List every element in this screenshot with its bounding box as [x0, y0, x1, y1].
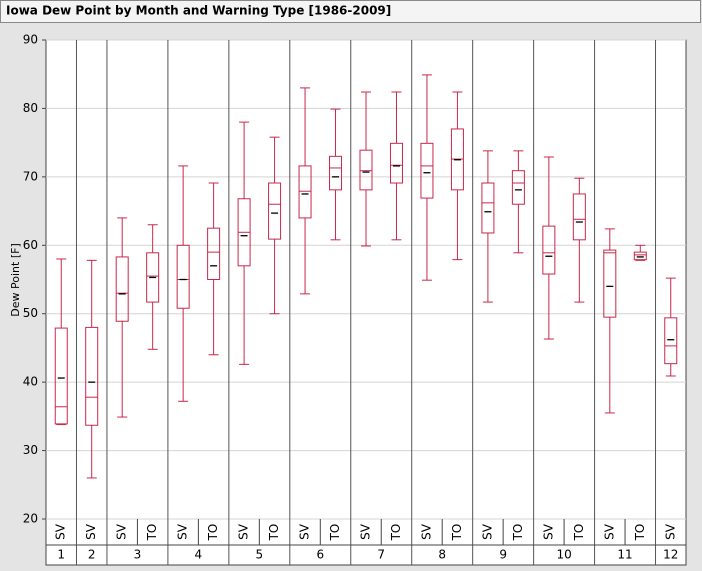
box	[329, 155, 343, 191]
type-label: SV	[602, 523, 616, 540]
month-label: 7	[377, 548, 385, 562]
type-label: TO	[633, 524, 647, 542]
y-tick-label: 80	[23, 101, 38, 115]
type-label: TO	[511, 524, 525, 542]
type-label: TO	[267, 524, 281, 542]
y-tick-label: 70	[23, 169, 38, 183]
chart-title: Iowa Dew Point by Month and Warning Type…	[6, 4, 391, 18]
month-label: 3	[134, 548, 142, 562]
type-label: SV	[359, 523, 373, 540]
type-label: TO	[389, 524, 403, 542]
type-label: SV	[663, 523, 677, 540]
box	[115, 256, 129, 322]
box	[85, 326, 99, 426]
type-label: TO	[572, 524, 586, 542]
box	[207, 227, 221, 281]
y-tick-label: 30	[23, 443, 38, 457]
box	[511, 170, 525, 205]
y-tick-label: 20	[23, 512, 38, 526]
type-label: SV	[419, 523, 433, 540]
type-label: TO	[145, 524, 159, 542]
y-tick-label: 60	[23, 238, 38, 252]
box	[359, 149, 373, 191]
month-label: 1	[57, 548, 65, 562]
month-label: 9	[499, 548, 507, 562]
type-label: SV	[54, 523, 68, 540]
type-label: SV	[176, 523, 190, 540]
y-axis-label: Dew Point [F]	[9, 243, 22, 316]
box	[664, 317, 678, 365]
type-label: TO	[206, 524, 220, 542]
type-label: SV	[541, 523, 555, 540]
month-label: 5	[256, 548, 264, 562]
box	[268, 182, 282, 240]
month-label: 6	[316, 548, 324, 562]
type-label: SV	[84, 523, 98, 540]
box	[603, 249, 617, 318]
box	[633, 251, 647, 261]
type-label: SV	[298, 523, 312, 540]
month-label: 11	[617, 548, 632, 562]
type-label: SV	[237, 523, 251, 540]
box	[54, 327, 68, 425]
y-tick-label: 40	[23, 375, 38, 389]
type-label: SV	[480, 523, 494, 540]
box	[481, 182, 495, 234]
y-tick-label: 90	[23, 33, 38, 47]
box	[298, 165, 312, 219]
month-label: 4	[195, 548, 203, 562]
box	[389, 142, 403, 184]
month-label: 8	[438, 548, 446, 562]
box	[146, 252, 160, 303]
month-label: 2	[88, 548, 96, 562]
y-tick-label: 50	[23, 306, 38, 320]
type-label: TO	[328, 524, 342, 542]
type-label: TO	[450, 524, 464, 542]
box	[572, 193, 586, 241]
box	[420, 142, 434, 199]
box	[542, 225, 556, 275]
title-box	[0, 0, 701, 23]
month-label: 10	[556, 548, 571, 562]
type-label: SV	[115, 523, 129, 540]
month-label: 12	[663, 548, 678, 562]
box	[176, 244, 190, 309]
